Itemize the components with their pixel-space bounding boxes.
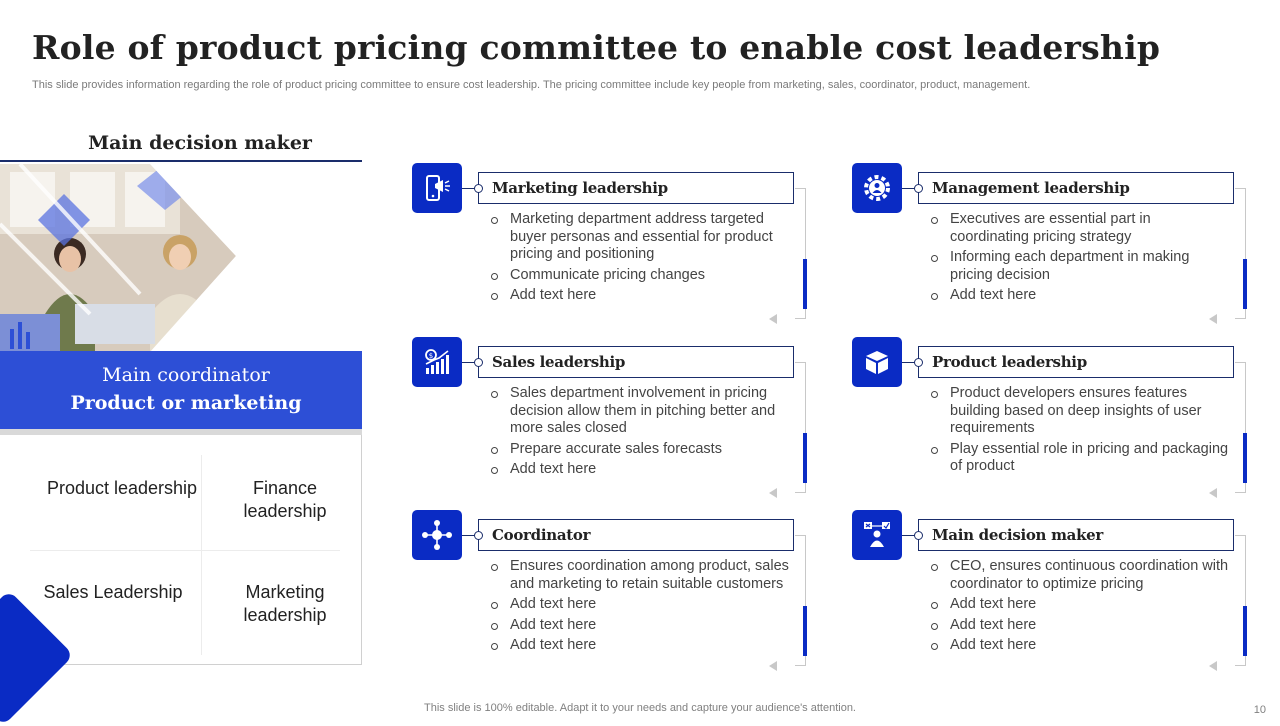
sales-growth-chart-icon: $	[412, 337, 462, 387]
bullet-list: Marketing department address targeted bu…	[490, 211, 790, 308]
bullet-item: Add text here	[490, 461, 790, 479]
accent-bar	[1243, 259, 1247, 309]
bullet-list: Product developers ensures features buil…	[930, 385, 1230, 479]
bullet-item: Add text here	[930, 617, 1230, 635]
bullet-list: Ensures coordination among product, sale…	[490, 558, 790, 658]
svg-text:$: $	[429, 352, 433, 360]
product-box-icon	[852, 337, 902, 387]
bullet-item: Add text here	[490, 637, 790, 655]
block-title: Management leadership	[918, 172, 1234, 204]
block-management-leadership: Management leadership Executives are ess…	[852, 163, 1272, 333]
bullet-item: CEO, ensures continuous coordination wit…	[930, 558, 1230, 593]
decision-maker-icon	[852, 510, 902, 560]
arrowhead	[1209, 661, 1217, 671]
bullet-item: Marketing department address targeted bu…	[490, 211, 790, 264]
block-coordinator: Coordinator Ensures coordination among p…	[412, 510, 832, 680]
block-title: Sales leadership	[478, 346, 794, 378]
bullet-item: Add text here	[490, 617, 790, 635]
left-panel-heading: Main decision maker	[88, 132, 312, 154]
grid-cell-sales: Sales Leadership	[43, 582, 183, 602]
bullet-list: Sales department involvement in pricing …	[490, 385, 790, 482]
block-sales-leadership: $ Sales leadership Sales department invo…	[412, 337, 832, 507]
grid-cell-product: Product leadership	[46, 478, 198, 498]
block-title: Product leadership	[918, 346, 1234, 378]
side-bracket	[795, 362, 806, 493]
connector-line	[462, 535, 475, 536]
accent-bar	[803, 606, 807, 656]
bullet-item: Communicate pricing changes	[490, 267, 790, 285]
accent-bar	[803, 433, 807, 483]
bullet-item: Add text here	[490, 287, 790, 305]
slide-footer: This slide is 100% editable. Adapt it to…	[424, 702, 856, 714]
connector-dot	[914, 358, 923, 367]
network-hub-icon	[412, 510, 462, 560]
bullet-list: Executives are essential part in coordin…	[930, 211, 1230, 308]
bullet-item: Sales department involvement in pricing …	[490, 385, 790, 438]
bullet-item: Product developers ensures features buil…	[930, 385, 1230, 438]
bullet-item: Add text here	[930, 596, 1230, 614]
side-bracket	[795, 535, 806, 666]
accent-bar	[1243, 433, 1247, 483]
arrowhead	[769, 661, 777, 671]
bullet-item: Add text here	[930, 637, 1230, 655]
coordinator-value: Product or marketing	[70, 392, 302, 414]
divider-strip	[0, 429, 362, 435]
bullet-item: Add text here	[490, 596, 790, 614]
bullet-item: Executives are essential part in coordin…	[930, 211, 1230, 246]
arrowhead	[769, 488, 777, 498]
grid-cell-marketing: Marketing leadership	[243, 582, 327, 625]
arrowhead	[1209, 314, 1217, 324]
grid-divider-horizontal	[30, 550, 340, 551]
connector-dot	[474, 184, 483, 193]
connector-line	[462, 362, 475, 363]
bullet-item: Play essential role in pricing and packa…	[930, 441, 1230, 476]
connector-line	[902, 362, 915, 363]
block-marketing-leadership: Marketing leadership Marketing departmen…	[412, 163, 832, 333]
side-bracket	[795, 188, 806, 319]
side-bracket	[1235, 188, 1246, 319]
connector-dot	[914, 184, 923, 193]
team-photo	[0, 164, 362, 352]
grid-divider-vertical	[201, 455, 202, 655]
block-title: Marketing leadership	[478, 172, 794, 204]
bullet-list: CEO, ensures continuous coordination wit…	[930, 558, 1230, 658]
accent-bar	[1243, 606, 1247, 656]
bullet-item: Informing each department in making pric…	[930, 249, 1230, 284]
page-number: 10	[1253, 704, 1266, 716]
block-title: Main decision maker	[918, 519, 1234, 551]
connector-line	[902, 535, 915, 536]
connector-dot	[914, 531, 923, 540]
arrowhead	[769, 314, 777, 324]
bullet-item: Ensures coordination among product, sale…	[490, 558, 790, 593]
megaphone-phone-icon	[412, 163, 462, 213]
coordinator-band	[0, 351, 362, 429]
gear-person-icon	[852, 163, 902, 213]
heading-underline	[0, 160, 362, 162]
grid-cell-finance: Finance leadership	[243, 478, 327, 521]
slide-title: Role of product pricing committee to ena…	[32, 28, 1161, 67]
bullet-item: Add text here	[930, 287, 1230, 305]
block-main-decision-maker: Main decision maker CEO, ensures continu…	[852, 510, 1272, 680]
side-bracket	[1235, 535, 1246, 666]
slide-subtitle: This slide provides information regardin…	[32, 79, 1031, 91]
side-bracket	[1235, 362, 1246, 493]
connector-dot	[474, 531, 483, 540]
arrowhead	[1209, 488, 1217, 498]
connector-line	[462, 188, 475, 189]
block-product-leadership: Product leadership Product developers en…	[852, 337, 1272, 507]
block-title: Coordinator	[478, 519, 794, 551]
bullet-item: Prepare accurate sales forecasts	[490, 441, 790, 459]
leadership-grid	[0, 435, 362, 665]
connector-line	[902, 188, 915, 189]
accent-bar	[803, 259, 807, 309]
coordinator-label: Main coordinator	[102, 364, 270, 386]
connector-dot	[474, 358, 483, 367]
